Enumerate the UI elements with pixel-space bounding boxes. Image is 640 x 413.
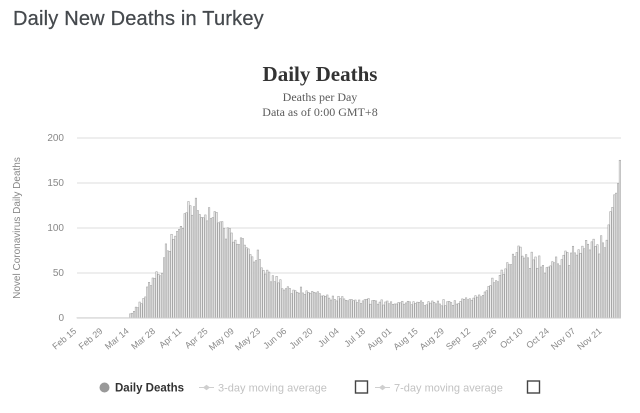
svg-text:Daily Deaths: Daily Deaths — [115, 383, 184, 395]
svg-text:3-day moving average: 3-day moving average — [218, 383, 327, 395]
svg-text:7-day moving average: 7-day moving average — [394, 383, 503, 395]
